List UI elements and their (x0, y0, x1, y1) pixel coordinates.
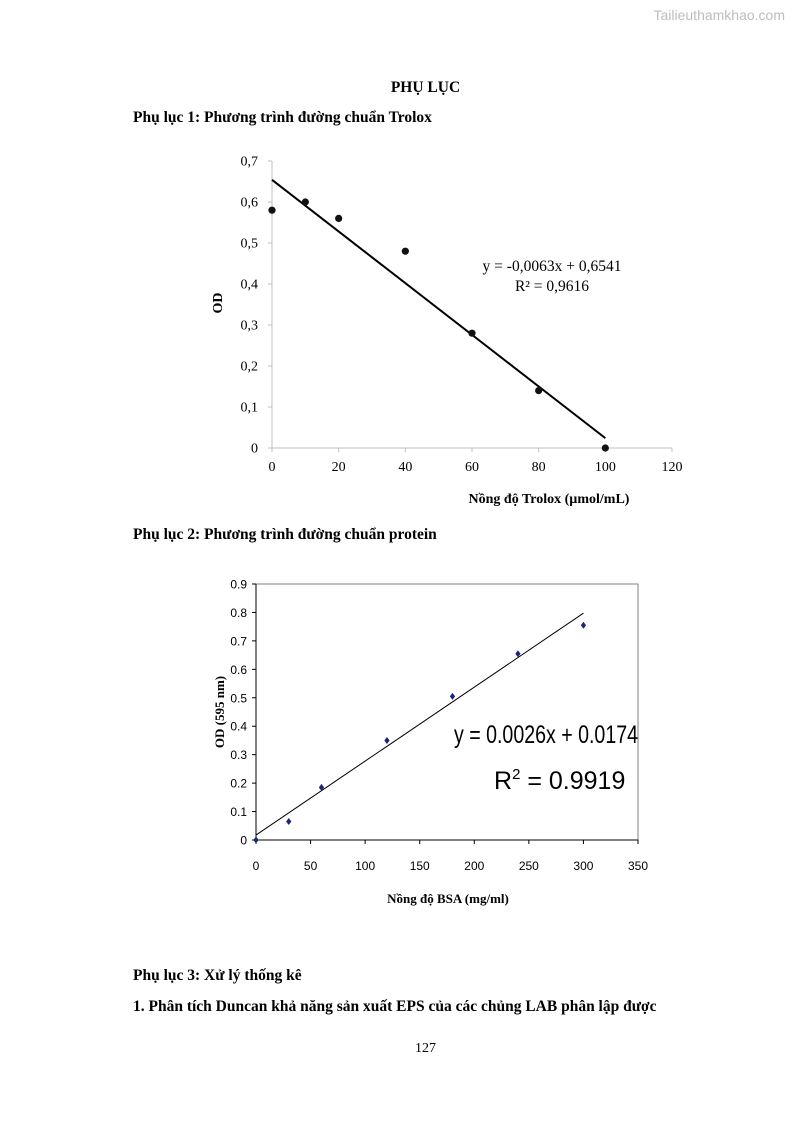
protein-data-point (449, 692, 456, 700)
protein-x-tick-label: 200 (464, 859, 484, 873)
trolox-y-tick-label: 0 (251, 442, 258, 457)
trolox-equation: y = -0,0063x + 0,6541 (483, 258, 622, 275)
watermark: Tailieuthamkhao.com (653, 7, 785, 23)
trolox-x-axis-label: Nồng độ Trolox (µmol/mL) (469, 492, 630, 507)
protein-y-tick-label: 0.5 (230, 691, 247, 705)
trolox-y-tick-label: 0,4 (241, 278, 259, 293)
protein-chart: 0 50 100 150 200 250 300 350 0 0.1 0.2 0.3 0.4 0.5 0.6… (212, 578, 648, 907)
protein-data-point (515, 650, 521, 658)
trolox-y-tick-label: 0,5 (241, 237, 259, 252)
trolox-data-point (301, 198, 309, 206)
trolox-x-tick-label: 100 (595, 460, 616, 475)
protein-x-tick-label: 50 (304, 859, 318, 873)
trolox-tick-labels: 0 20 40 60 80 100 120 0 0,1 0,2 0,3 0,4 0,5 0,6 0,7 (241, 155, 683, 476)
appendix2-heading: Phụ lục 2: Phương trình đường chuẩn prot… (133, 526, 437, 543)
protein-x-axis-label: Nồng độ BSA (mg/ml) (387, 891, 509, 906)
trolox-x-tick-label: 20 (332, 460, 346, 475)
trolox-data-point (401, 247, 409, 255)
protein-y-tick-label: 0 (240, 834, 247, 848)
trolox-y-tick-label: 0,7 (241, 155, 259, 170)
protein-data-point (384, 736, 390, 744)
protein-trendline (255, 612, 584, 836)
trolox-y-tick-label: 0,3 (241, 319, 259, 334)
trolox-x-tick-label: 40 (398, 460, 412, 475)
trolox-x-tick-label: 80 (532, 460, 546, 475)
trolox-y-tick-label: 0,6 (241, 196, 259, 211)
protein-data-point (253, 836, 259, 844)
protein-y-tick-label: 0.8 (230, 606, 247, 620)
protein-equation: y = 0.0026x + 0.0174 (454, 721, 638, 749)
protein-x-tick-label: 350 (628, 859, 648, 873)
protein-x-tick-label: 100 (355, 859, 375, 873)
protein-y-tick-label: 0.3 (230, 748, 247, 762)
protein-x-tick-label: 150 (410, 859, 430, 873)
protein-y-tick-label: 0.7 (230, 634, 247, 648)
protein-x-tick-label: 300 (573, 859, 593, 873)
protein-axes (252, 583, 639, 844)
trolox-data-point (468, 329, 476, 337)
protein-plot-area (255, 583, 639, 841)
protein-y-tick-label: 0.9 (230, 578, 247, 592)
trolox-trendline-line (271, 179, 606, 439)
trolox-x-tick-label: 120 (662, 460, 683, 475)
protein-data-point (318, 783, 325, 791)
protein-data-point (286, 818, 292, 826)
protein-trendline-line (255, 612, 584, 836)
trolox-axes (268, 160, 673, 452)
protein-tick-labels: 0 50 100 150 200 250 300 350 0 0.1 0.2 0.3 0.4 0.5 0.6… (230, 578, 648, 874)
trolox-data-point (601, 444, 609, 452)
protein-y-tick-label: 0.6 (230, 663, 247, 677)
protein-x-tick-label: 0 (253, 859, 260, 873)
appendix3-heading: Phụ lục 3: Xử lý thống kê (133, 967, 302, 984)
appendix1-heading: Phụ lục 1: Phương trình đường chuẩn Trol… (133, 109, 432, 126)
section1-heading: 1. Phân tích Duncan khả năng sản xuất EP… (133, 998, 657, 1015)
trolox-x-tick-label: 60 (465, 460, 479, 475)
trolox-y-tick-label: 0,2 (241, 360, 259, 375)
trolox-r-squared: R² = 0,9616 (515, 278, 589, 295)
trolox-y-tick-label: 0,1 (241, 401, 259, 416)
page-title: PHỤ LỤC (390, 79, 461, 96)
trolox-data-point (535, 387, 543, 395)
protein-r-squared: R2 = 0.9919 (494, 766, 625, 795)
protein-y-tick-label: 0.1 (230, 805, 247, 819)
trolox-data-point (268, 206, 276, 214)
trolox-y-axis-label: OD (211, 293, 226, 314)
protein-y-axis-label: OD (595 nm) (212, 676, 227, 748)
protein-data-points (253, 621, 587, 844)
protein-data-point (580, 621, 587, 629)
trolox-x-tick-label: 0 (269, 460, 276, 475)
trolox-data-points (268, 198, 609, 452)
trolox-trendline (271, 179, 606, 439)
protein-y-tick-label: 0.4 (230, 720, 247, 734)
trolox-data-point (335, 214, 343, 222)
protein-x-tick-label: 250 (519, 859, 539, 873)
trolox-chart: 0 20 40 60 80 100 120 0 0,1 0,2 0,3 0,4 0,5 0,6 0,7 y … (211, 155, 683, 508)
page-number: 127 (415, 1041, 436, 1056)
protein-y-tick-label: 0.2 (230, 777, 247, 791)
